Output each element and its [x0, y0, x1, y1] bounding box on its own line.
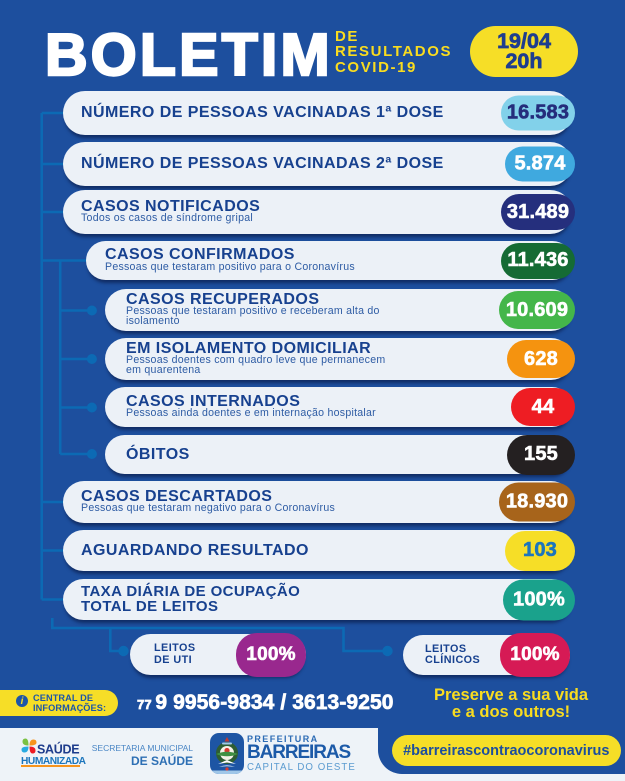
svg-text:HUMANIZADA: HUMANIZADA	[21, 756, 87, 767]
svg-text:SAÚDE: SAÚDE	[37, 742, 79, 757]
